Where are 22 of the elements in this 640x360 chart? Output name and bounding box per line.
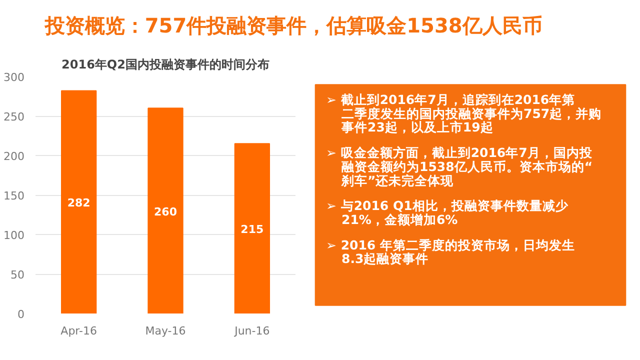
bar [61,90,97,314]
x-tick-label: Jun-16 [234,324,270,338]
bar [148,108,184,314]
text: 投资概览：757件投融资事件，估算吸金1538亿人民币 [44,14,542,38]
text: ➢ 截止到2016年7月，追踪到在2016年第二季度发生的国内投融资事件为757起，并购事件23起，以及上市19起 [326,92,602,135]
y-tick-label: 150 [4,190,25,202]
y-tick-label: 250 [4,110,25,124]
y-tick-label: 100 [4,229,25,242]
y-tick-label: 0 [18,308,24,321]
bar [234,143,270,314]
x-tick-label: May-16 [145,324,186,338]
chart-title: 2016年Q2国内投融资事件的时间分布 [62,58,270,72]
y-tick-label: 300 [4,71,25,84]
data-label: 215 [240,223,264,236]
data-label: 282 [67,196,90,210]
y-tick-label: 50 [10,268,25,282]
data-label: 260 [154,205,178,218]
text: ➢ 吸金金额方面，截止到2016年7月，国内投融资金额约为1538亿人民币。资本市场的“刹车”还未完全体现 [326,145,594,188]
text: ➢ 与2016 Q1相比，投融资事件数量减少21%，金额增加6% [326,198,570,228]
x-tick-label: Apr-16 [60,324,97,338]
y-tick-label: 200 [4,150,25,163]
text: ➢ 2016 年第二季度的投资市场，日均发生8.3起融资事件 [326,237,575,266]
